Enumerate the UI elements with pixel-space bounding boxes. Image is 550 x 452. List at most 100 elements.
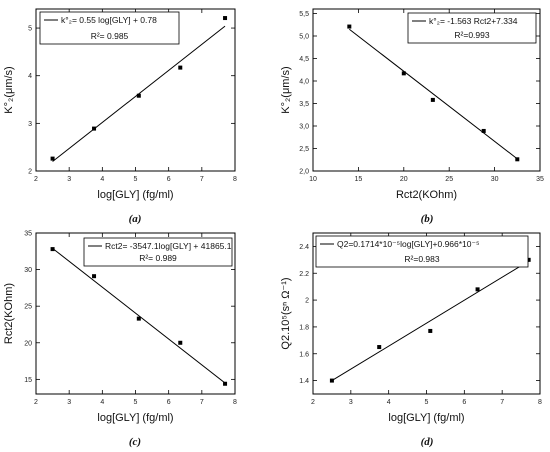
- legend-box: [39, 11, 180, 45]
- y-tick-label: 25: [24, 304, 32, 311]
- x-tick-label: 2: [34, 176, 38, 183]
- y-tick-label: 5,0: [299, 34, 309, 41]
- y-tick-label: 4,0: [299, 79, 309, 86]
- legend-equation: k°₂= 0.55 log[GLY] + 0.78: [61, 15, 157, 25]
- legend: k°₂= -1.563 Rct2+7.334 R²=0.993: [407, 12, 537, 44]
- x-axis-label: log[GLY] (fg/ml): [97, 412, 173, 424]
- chart-panel: 10 15 20 25 30 35 2,0 2,5 3,0 3,5 4,0 4,5 5,0 5,5 k°₂=…: [280, 8, 544, 225]
- x-tick-label: 20: [400, 176, 408, 183]
- x-tick-label: 2: [311, 399, 315, 406]
- fit-line: [52, 247, 226, 384]
- y-tick-label: 1.8: [299, 324, 309, 331]
- y-tick-label: 2: [305, 298, 309, 305]
- legend-r2: R²= 0.985: [91, 31, 129, 41]
- x-tick-label: 5: [134, 176, 138, 183]
- legend-equation: Q2=0.1714*10⁻⁵log[GLY]+0.966*10⁻⁵: [337, 239, 480, 249]
- data-point: [377, 345, 382, 350]
- data-point: [475, 287, 480, 292]
- fit-line: [331, 260, 529, 382]
- y-tick-label: 2.4: [299, 244, 309, 251]
- x-tick-label: 6: [167, 399, 171, 406]
- x-tick-label: 3: [67, 399, 71, 406]
- x-tick-label: 5: [425, 399, 429, 406]
- y-tick-label: 2: [28, 169, 32, 176]
- x-tick-label: 10: [309, 176, 317, 183]
- legend: Q2=0.1714*10⁻⁵log[GLY]+0.966*10⁻⁵ R²=0.98…: [315, 235, 529, 268]
- x-tick-label: 3: [349, 399, 353, 406]
- panel-caption: (d): [421, 436, 434, 448]
- y-tick-label: 30: [24, 267, 32, 274]
- y-tick-label: 20: [24, 340, 32, 347]
- x-axis-label: Rct2(KOhm): [396, 189, 457, 201]
- data-point: [223, 16, 228, 21]
- y-tick-label: 5: [28, 26, 32, 33]
- chart-panel: 2 3 4 5 6 7 8 2 3 4 5 k°₂= 0.55 log[GLY] + 0.78 R²= …: [3, 8, 237, 225]
- x-tick-label: 7: [200, 399, 204, 406]
- y-tick-label: 4: [28, 73, 32, 80]
- x-tick-label: 4: [100, 399, 104, 406]
- legend: k°₂= 0.55 log[GLY] + 0.78 R²= 0.985: [39, 11, 180, 45]
- x-tick-label: 8: [538, 399, 542, 406]
- legend: Rct2= -3547.1log[GLY] + 41865.1 R²= 0.989: [83, 237, 233, 267]
- legend-r2: R²=0.993: [454, 30, 489, 40]
- data-point: [428, 328, 433, 333]
- y-tick-label: 1.4: [299, 378, 309, 385]
- y-tick-label: 4,5: [299, 56, 309, 63]
- x-tick-label: 6: [462, 399, 466, 406]
- x-tick-label: 8: [233, 399, 237, 406]
- y-tick-label: 1.6: [299, 351, 309, 358]
- y-tick-label: 2.2: [299, 271, 309, 278]
- x-tick-label: 7: [500, 399, 504, 406]
- x-tick-label: 5: [134, 399, 138, 406]
- x-axis-label: log[GLY] (fg/ml): [97, 189, 173, 201]
- y-tick-label: 2,5: [299, 146, 309, 153]
- x-axis-label: log[GLY] (fg/ml): [388, 412, 464, 424]
- y-tick-label: 3: [28, 121, 32, 128]
- y-axis-label: K°₂(μm/s): [280, 66, 292, 113]
- fit-line: [349, 28, 518, 160]
- data-point: [136, 316, 141, 321]
- legend-r2: R²=0.983: [404, 254, 439, 264]
- data-point: [223, 381, 228, 386]
- x-tick-label: 3: [67, 176, 71, 183]
- y-tick-label: 35: [24, 231, 32, 238]
- chart-panel: 2 3 4 5 6 7 8 15 20 25 30 35 Rct2= -3547.1log[GLY] +…: [3, 231, 237, 449]
- y-axis-label: Rct2(KOhm): [3, 283, 15, 344]
- y-tick-label: 15: [24, 377, 32, 384]
- data-point: [481, 128, 486, 133]
- data-point: [347, 24, 352, 29]
- y-axis-label: Q2.10⁵(sⁿ Ω⁻¹): [280, 277, 292, 349]
- panel-caption: (c): [129, 436, 141, 448]
- x-tick-label: 4: [387, 399, 391, 406]
- legend-box: [407, 12, 537, 44]
- y-tick-label: 2,0: [299, 169, 309, 176]
- y-tick-label: 3,0: [299, 124, 309, 131]
- y-tick-label: 5,5: [299, 11, 309, 18]
- data-point: [401, 71, 406, 76]
- x-tick-label: 8: [233, 176, 237, 183]
- legend-equation: Rct2= -3547.1log[GLY] + 41865.1: [105, 241, 232, 251]
- data-point: [515, 157, 520, 162]
- data-point: [136, 93, 141, 98]
- data-point: [329, 378, 334, 383]
- legend-box: [83, 237, 233, 267]
- plot-frame: [312, 8, 541, 172]
- x-tick-label: 6: [167, 176, 171, 183]
- data-point: [178, 65, 183, 70]
- legend-equation: k°₂= -1.563 Rct2+7.334: [429, 16, 518, 26]
- x-tick-label: 25: [445, 176, 453, 183]
- data-point: [430, 97, 435, 102]
- data-point: [50, 247, 55, 252]
- data-point: [50, 156, 55, 161]
- x-tick-label: 2: [34, 399, 38, 406]
- legend-r2: R²= 0.989: [139, 253, 177, 263]
- x-tick-label: 15: [355, 176, 363, 183]
- legend-box: [315, 235, 529, 268]
- panel-caption: (a): [129, 213, 142, 225]
- data-point: [92, 274, 97, 279]
- data-point: [92, 126, 97, 131]
- panel-caption: (b): [421, 213, 434, 225]
- y-axis-label: K°₂(μm/s): [3, 66, 15, 113]
- x-tick-label: 7: [200, 176, 204, 183]
